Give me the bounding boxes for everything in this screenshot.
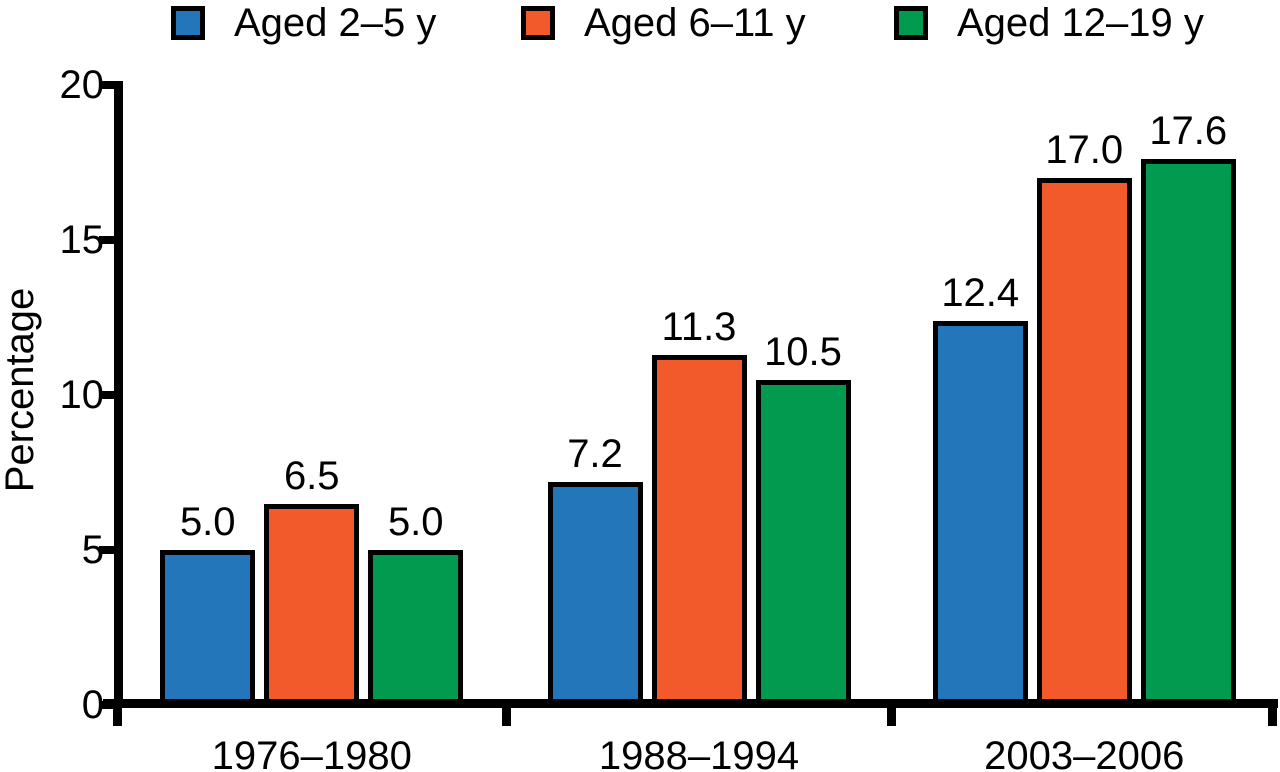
y-axis-tick-label: 15 bbox=[59, 218, 105, 262]
bar-value-label: 6.5 bbox=[283, 453, 340, 498]
x-axis-category-label: 2003–2006 bbox=[984, 734, 1185, 772]
legend-item-aged-2-5: Aged 2–5 y bbox=[171, 3, 436, 43]
legend-item-aged-12-19: Aged 12–19 y bbox=[894, 3, 1204, 43]
x-axis-tick bbox=[887, 708, 896, 726]
x-axis-tick bbox=[112, 708, 122, 726]
x-axis-category-label: 1976–1980 bbox=[211, 734, 412, 772]
bar-aged-12–19-y bbox=[1140, 159, 1236, 708]
y-axis-tick-label: 10 bbox=[59, 373, 105, 417]
x-axis-line bbox=[103, 699, 1278, 708]
y-axis-tick-label: 0 bbox=[81, 683, 104, 727]
x-axis-category-label: 1988–1994 bbox=[598, 734, 800, 772]
bar-aged-6–11-y bbox=[651, 354, 747, 708]
bar-value-label: 17.0 bbox=[1045, 128, 1124, 172]
x-axis-tick bbox=[502, 708, 511, 726]
y-axis-tick bbox=[99, 546, 121, 554]
legend-label: Aged 6–11 y bbox=[584, 1, 806, 45]
bar-aged-12–19-y bbox=[368, 550, 464, 708]
bar-value-label: 10.5 bbox=[764, 329, 842, 374]
legend-swatch-blue bbox=[171, 6, 205, 40]
bar-aged-2–5-y bbox=[160, 550, 256, 708]
legend-label: Aged 12–19 y bbox=[957, 1, 1204, 45]
y-axis-tick bbox=[99, 236, 121, 244]
bar-value-label: 7.2 bbox=[567, 431, 623, 476]
y-axis-tick bbox=[99, 81, 121, 89]
bar-aged-6–11-y bbox=[264, 503, 360, 708]
bar-value-label: 11.3 bbox=[661, 304, 737, 349]
bar-aged-12–19-y bbox=[755, 379, 851, 708]
legend-item-aged-6-11: Aged 6–11 y bbox=[521, 3, 806, 43]
y-axis-tick-label: 20 bbox=[59, 63, 105, 107]
bar-aged-6–11-y bbox=[1036, 178, 1132, 708]
legend-swatch-green bbox=[894, 6, 928, 40]
x-axis-tick bbox=[1267, 708, 1277, 726]
bar-aged-2–5-y bbox=[547, 481, 643, 708]
bar-value-label: 5.0 bbox=[387, 500, 444, 544]
y-axis-tick-label: 5 bbox=[81, 528, 104, 572]
legend-label: Aged 2–5 y bbox=[234, 1, 437, 45]
bar-value-label: 5.0 bbox=[179, 500, 236, 544]
bar-value-label: 17.6 bbox=[1149, 109, 1228, 154]
legend-swatch-orange bbox=[521, 6, 555, 40]
y-axis-tick bbox=[99, 391, 121, 399]
bar-value-label: 12.4 bbox=[941, 270, 1020, 315]
bar-aged-2–5-y bbox=[932, 320, 1028, 708]
